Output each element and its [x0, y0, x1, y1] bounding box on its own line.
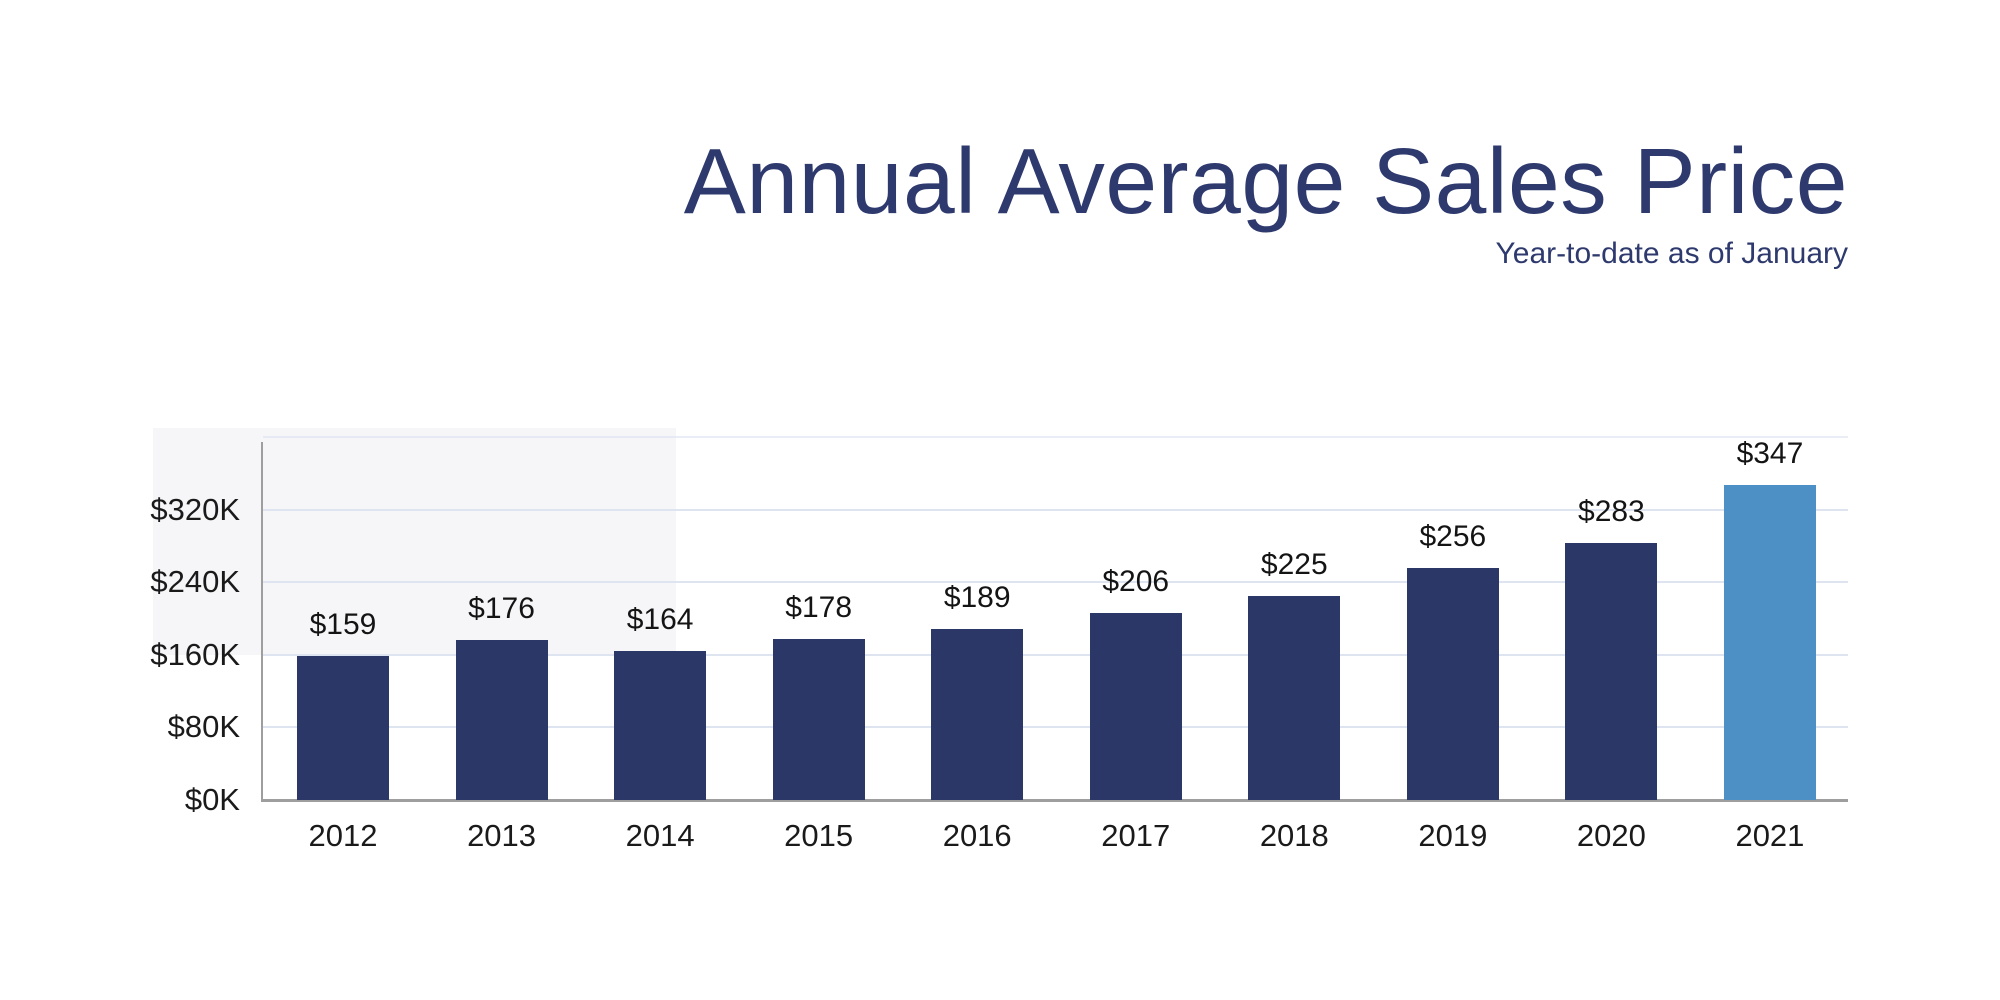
x-axis-line [261, 799, 1848, 802]
gridline [263, 726, 1848, 729]
bar-2013 [455, 640, 548, 800]
bar-value-label: $225 [1260, 547, 1328, 581]
x-tick-label: 2013 [467, 818, 537, 853]
chart-subtitle: Year-to-date as of January [1495, 237, 1848, 270]
bar-2021 [1723, 485, 1816, 800]
bar-value-label: $206 [1102, 565, 1170, 599]
bar-2019 [1406, 567, 1499, 800]
plot-area: $159 2012 $176 2013 $164 2014 $178 2015 $189 2016… [261, 430, 1848, 853]
y-axis-tick-labels: $0K $80K $160K $240K $320K [0, 430, 240, 816]
y-tick-label: $0K [184, 782, 240, 817]
x-tick-label: 2020 [1576, 818, 1646, 853]
x-tick-label: 2017 [1101, 818, 1171, 853]
gridline [263, 581, 1848, 584]
bar-value-label: $159 [309, 607, 377, 641]
bar-value-label: $176 [468, 592, 535, 626]
gridline-unlabeled [263, 436, 1848, 439]
y-tick-label: $80K [167, 709, 240, 745]
bar-2018 [1248, 595, 1341, 800]
x-tick-label: 2021 [1735, 818, 1805, 853]
y-tick-label: $240K [150, 564, 240, 600]
bar-value-label: $178 [785, 590, 853, 624]
bar-2012 [297, 655, 389, 800]
background-tint-rect [153, 428, 676, 655]
bar-2020 [1565, 543, 1658, 800]
gridline [263, 508, 1848, 511]
gridline [263, 653, 1848, 656]
x-tick-label: 2019 [1418, 818, 1488, 853]
bar-value-label: $283 [1578, 495, 1645, 529]
x-tick-label: 2016 [942, 818, 1012, 853]
y-tick-label: $320K [150, 491, 240, 527]
chart-title: Annual Average Sales Price [683, 129, 1848, 233]
x-tick-label: 2014 [625, 818, 695, 853]
bar-value-label: $189 [943, 580, 1011, 614]
bar-2017 [1089, 613, 1182, 800]
bar-2016 [931, 628, 1024, 800]
bar-value-label: $347 [1736, 437, 1804, 471]
x-tick-label: 2015 [784, 818, 854, 853]
bar-value-label: $256 [1419, 519, 1487, 553]
bar-value-label: $164 [626, 603, 694, 637]
x-tick-label: 2018 [1259, 818, 1329, 853]
bar-2014 [614, 651, 707, 800]
y-axis-line [261, 442, 263, 802]
x-tick-label: 2012 [308, 818, 378, 853]
bar-2015 [772, 638, 865, 800]
y-tick-label: $160K [150, 636, 240, 672]
